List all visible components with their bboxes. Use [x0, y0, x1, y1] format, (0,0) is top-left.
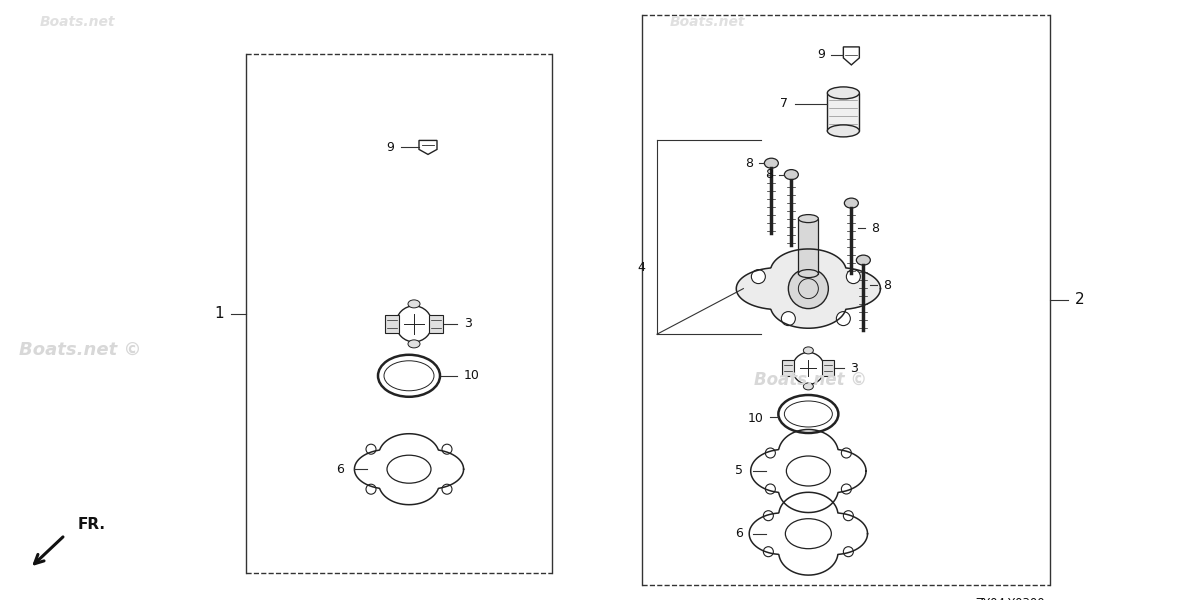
- Text: Boats.net ©: Boats.net ©: [754, 371, 866, 389]
- Circle shape: [763, 511, 773, 521]
- Text: 2: 2: [1075, 292, 1085, 307]
- Bar: [782, 361, 794, 376]
- Text: 8: 8: [766, 168, 773, 181]
- Ellipse shape: [803, 347, 814, 354]
- Text: 9: 9: [817, 49, 826, 61]
- Circle shape: [841, 484, 851, 494]
- Text: FR.: FR.: [78, 517, 106, 532]
- Circle shape: [844, 511, 853, 521]
- Ellipse shape: [798, 269, 818, 278]
- Circle shape: [763, 547, 773, 557]
- Text: 5: 5: [736, 464, 743, 478]
- Ellipse shape: [785, 170, 798, 179]
- Text: Boats.net ©: Boats.net ©: [19, 341, 142, 359]
- Circle shape: [766, 448, 775, 458]
- Circle shape: [841, 448, 851, 458]
- Circle shape: [781, 311, 796, 326]
- Ellipse shape: [408, 300, 420, 308]
- Text: 10: 10: [748, 413, 763, 425]
- Circle shape: [751, 269, 766, 284]
- Text: 3: 3: [851, 362, 858, 375]
- Polygon shape: [737, 249, 881, 328]
- Text: 4: 4: [637, 261, 646, 274]
- Text: 1: 1: [215, 306, 224, 321]
- Bar: [385, 315, 398, 333]
- Text: 9: 9: [386, 141, 394, 154]
- Text: 8: 8: [883, 278, 892, 292]
- Bar: [798, 218, 818, 274]
- Ellipse shape: [827, 87, 859, 99]
- Ellipse shape: [857, 255, 870, 265]
- Text: 3: 3: [464, 317, 472, 331]
- Bar: [430, 315, 443, 333]
- Text: ZY04-Y0300: ZY04-Y0300: [976, 597, 1045, 600]
- Circle shape: [836, 311, 851, 326]
- Text: 8: 8: [871, 221, 880, 235]
- Ellipse shape: [845, 198, 858, 208]
- Ellipse shape: [764, 158, 779, 168]
- Circle shape: [844, 547, 853, 557]
- Circle shape: [366, 444, 376, 454]
- Circle shape: [442, 484, 452, 494]
- Text: Boats.net: Boats.net: [670, 15, 745, 29]
- Circle shape: [442, 444, 452, 454]
- Text: 6: 6: [736, 527, 743, 540]
- Ellipse shape: [408, 340, 420, 348]
- Text: Boats.net: Boats.net: [40, 15, 115, 29]
- Text: 6: 6: [336, 463, 344, 476]
- Circle shape: [846, 269, 860, 284]
- Circle shape: [366, 484, 376, 494]
- Bar: [827, 93, 859, 131]
- Bar: [822, 361, 834, 376]
- Circle shape: [766, 484, 775, 494]
- Text: 8: 8: [745, 157, 754, 170]
- Ellipse shape: [798, 215, 818, 223]
- Text: 7: 7: [780, 97, 788, 110]
- Ellipse shape: [827, 125, 859, 137]
- Ellipse shape: [803, 383, 814, 390]
- Circle shape: [788, 269, 828, 308]
- Text: 10: 10: [464, 369, 480, 382]
